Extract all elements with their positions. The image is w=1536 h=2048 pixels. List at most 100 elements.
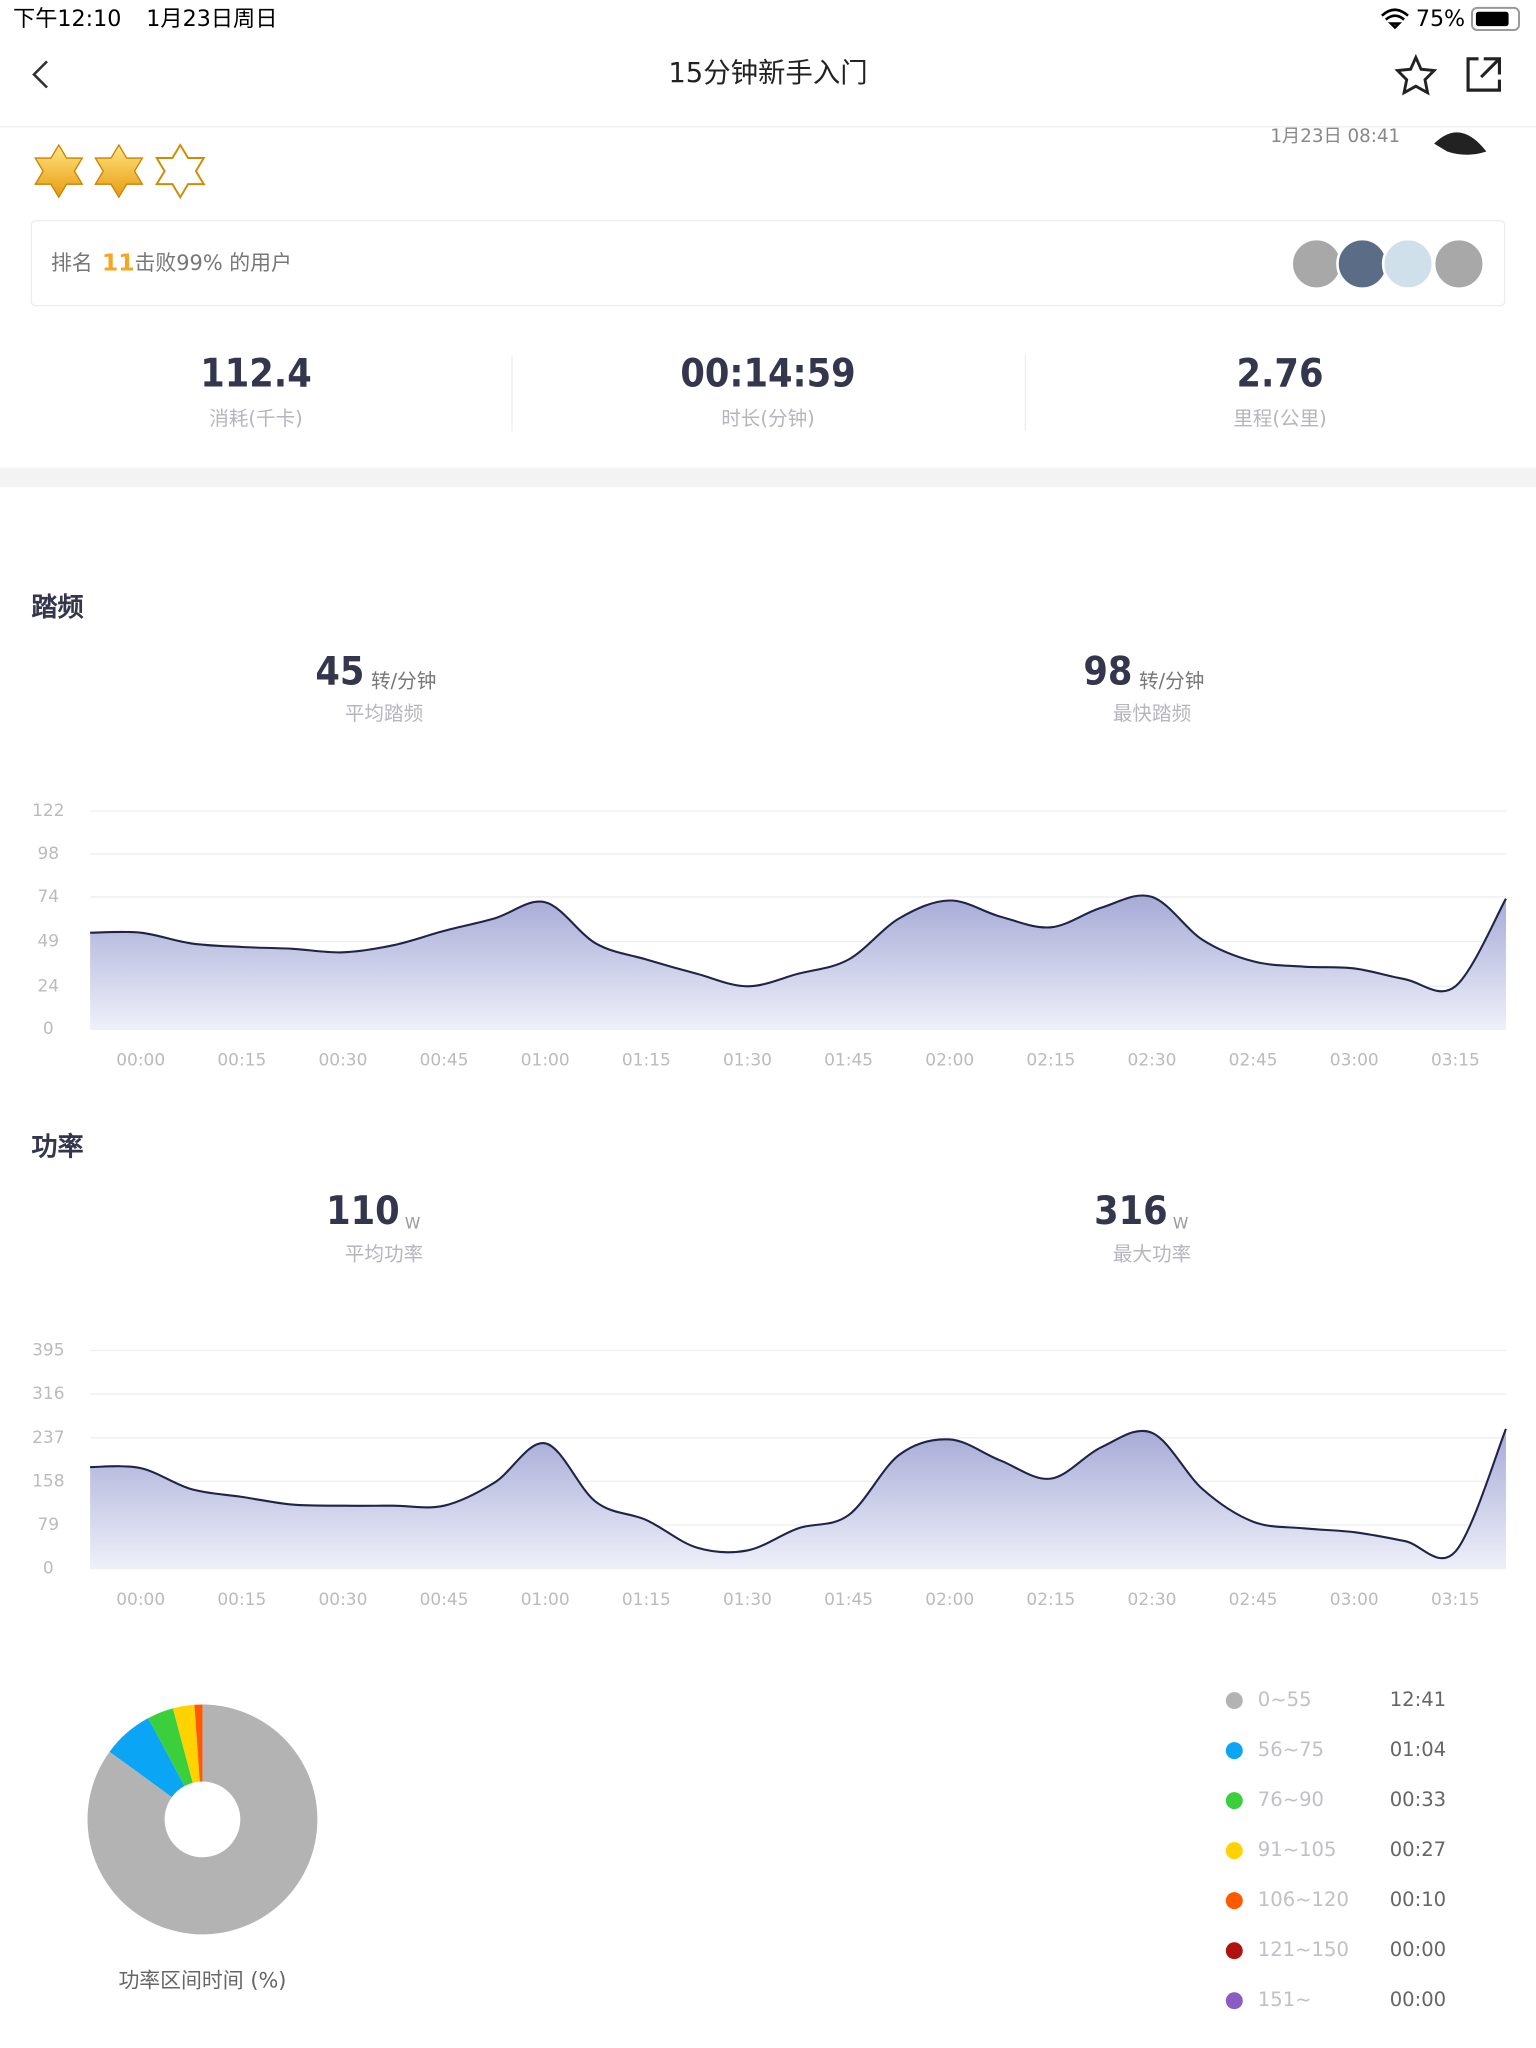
pie-slice bbox=[148, 1708, 193, 1787]
x-tick-label: 01:00 bbox=[521, 1051, 570, 1071]
y-tick-label: 237 bbox=[32, 1428, 64, 1448]
stat-label: 时长(分钟) bbox=[721, 407, 815, 430]
star-full bbox=[34, 143, 84, 199]
summary-value: 45 bbox=[315, 649, 364, 694]
legend-value: 12:41 bbox=[1390, 1688, 1446, 1711]
share-button[interactable] bbox=[1466, 57, 1501, 92]
ranker-avatar bbox=[1336, 237, 1389, 290]
legend-value: 00:33 bbox=[1390, 1788, 1446, 1811]
nav-title: 15分钟新手入门 bbox=[668, 58, 867, 89]
x-tick-label: 02:15 bbox=[1026, 1590, 1075, 1610]
pie-slice bbox=[109, 1718, 185, 1798]
x-tick-label: 03:00 bbox=[1330, 1590, 1379, 1610]
legend-value: 01:04 bbox=[1390, 1738, 1446, 1761]
x-tick-label: 01:30 bbox=[723, 1051, 772, 1071]
x-tick-label: 01:45 bbox=[824, 1051, 873, 1071]
x-tick-label: 00:30 bbox=[318, 1051, 367, 1071]
area-line bbox=[90, 894, 1507, 993]
y-tick-label: 24 bbox=[38, 976, 60, 996]
x-tick-label: 03:15 bbox=[1431, 1590, 1480, 1610]
legend-label: 56~75 bbox=[1258, 1738, 1324, 1761]
status-time: 下午12:10 bbox=[13, 6, 121, 32]
x-tick-label: 01:30 bbox=[723, 1590, 772, 1610]
legend-label: 106~120 bbox=[1258, 1888, 1349, 1911]
legend-dot bbox=[1225, 1942, 1243, 1960]
legend-dot bbox=[1225, 1992, 1243, 2010]
y-tick-label: 158 bbox=[32, 1471, 64, 1491]
back-button[interactable] bbox=[32, 60, 48, 89]
pie-title: 功率区间时间 (%) bbox=[118, 1968, 286, 1992]
rank-suffix: 击败99% 的用户 bbox=[135, 251, 292, 275]
summary-unit: W bbox=[405, 1213, 420, 1232]
x-tick-label: 00:00 bbox=[116, 1051, 165, 1071]
pie-slice bbox=[87, 1704, 318, 1935]
area-line bbox=[90, 1428, 1507, 1560]
y-tick-label: 316 bbox=[32, 1384, 64, 1404]
summary-value: 110 bbox=[326, 1189, 400, 1234]
section-title: 功率 bbox=[31, 1132, 83, 1163]
ranker-avatar bbox=[1432, 237, 1486, 290]
x-tick-label: 00:30 bbox=[318, 1590, 367, 1610]
favorite-button[interactable] bbox=[1394, 53, 1438, 96]
y-tick-label: 122 bbox=[32, 801, 64, 821]
x-tick-label: 02:00 bbox=[925, 1590, 974, 1610]
summary-unit: 转/分钟 bbox=[371, 669, 436, 692]
section-gap bbox=[0, 467, 1536, 488]
x-tick-label: 02:00 bbox=[925, 1051, 974, 1071]
x-tick-label: 03:00 bbox=[1330, 1051, 1379, 1071]
summary-label: 平均踏频 bbox=[345, 702, 423, 725]
stat-value: 00:14:59 bbox=[680, 352, 855, 397]
legend-dot bbox=[1225, 1742, 1243, 1760]
legend-dot bbox=[1225, 1842, 1243, 1860]
legend-label: 0~55 bbox=[1258, 1688, 1312, 1711]
pie-slice bbox=[194, 1704, 203, 1782]
share-icon bbox=[1466, 57, 1501, 92]
y-tick-label: 79 bbox=[38, 1515, 60, 1535]
summary-label: 最快踏频 bbox=[1113, 702, 1191, 725]
ranker-avatar bbox=[1381, 237, 1435, 290]
legend-dot bbox=[1225, 1692, 1243, 1710]
user-avatar bbox=[1434, 132, 1487, 155]
rating-stars bbox=[34, 143, 206, 200]
stat-label: 消耗(千卡) bbox=[209, 407, 303, 430]
y-tick-label: 74 bbox=[38, 887, 60, 907]
legend-value: 00:00 bbox=[1390, 1988, 1446, 2011]
summary-unit: W bbox=[1173, 1213, 1188, 1232]
summary-value: 316 bbox=[1094, 1189, 1168, 1234]
wifi-icon bbox=[1381, 8, 1409, 30]
star-full bbox=[94, 143, 144, 199]
x-tick-label: 01:45 bbox=[824, 1590, 873, 1610]
rank-label: 排名 bbox=[51, 251, 93, 275]
x-tick-label: 00:15 bbox=[217, 1051, 266, 1071]
summary-value: 98 bbox=[1083, 649, 1132, 694]
pie-slice bbox=[172, 1704, 200, 1783]
rank-value: 11 bbox=[102, 248, 135, 276]
y-tick-label: 49 bbox=[38, 932, 60, 952]
y-tick-label: 0 bbox=[43, 1019, 54, 1039]
legend-value: 00:10 bbox=[1390, 1888, 1446, 1911]
x-tick-label: 02:15 bbox=[1026, 1051, 1075, 1071]
x-tick-label: 01:15 bbox=[622, 1590, 671, 1610]
x-tick-label: 02:30 bbox=[1128, 1590, 1177, 1610]
legend-label: 151~ bbox=[1258, 1988, 1312, 2011]
legend-label: 121~150 bbox=[1258, 1938, 1349, 1961]
x-tick-label: 01:15 bbox=[622, 1051, 671, 1071]
record-time: 1月23日 08:41 bbox=[1270, 126, 1400, 147]
rank-card[interactable] bbox=[30, 220, 1506, 307]
x-tick-label: 01:00 bbox=[521, 1590, 570, 1610]
x-tick-label: 00:15 bbox=[217, 1590, 266, 1610]
summary-label: 平均功率 bbox=[345, 1243, 423, 1266]
x-tick-label: 02:45 bbox=[1229, 1590, 1278, 1610]
legend-dot bbox=[1225, 1792, 1243, 1810]
area-fill bbox=[90, 895, 1506, 1030]
summary-unit: 转/分钟 bbox=[1139, 669, 1204, 692]
summary-label: 最大功率 bbox=[1113, 1243, 1191, 1266]
x-tick-label: 02:45 bbox=[1229, 1051, 1278, 1071]
battery-level: 75% bbox=[1416, 6, 1465, 32]
star-empty bbox=[155, 143, 206, 200]
x-tick-label: 00:45 bbox=[420, 1051, 469, 1071]
legend-value: 00:00 bbox=[1390, 1938, 1446, 1961]
status-date: 1月23日周日 bbox=[146, 6, 277, 32]
y-tick-label: 0 bbox=[43, 1559, 54, 1579]
